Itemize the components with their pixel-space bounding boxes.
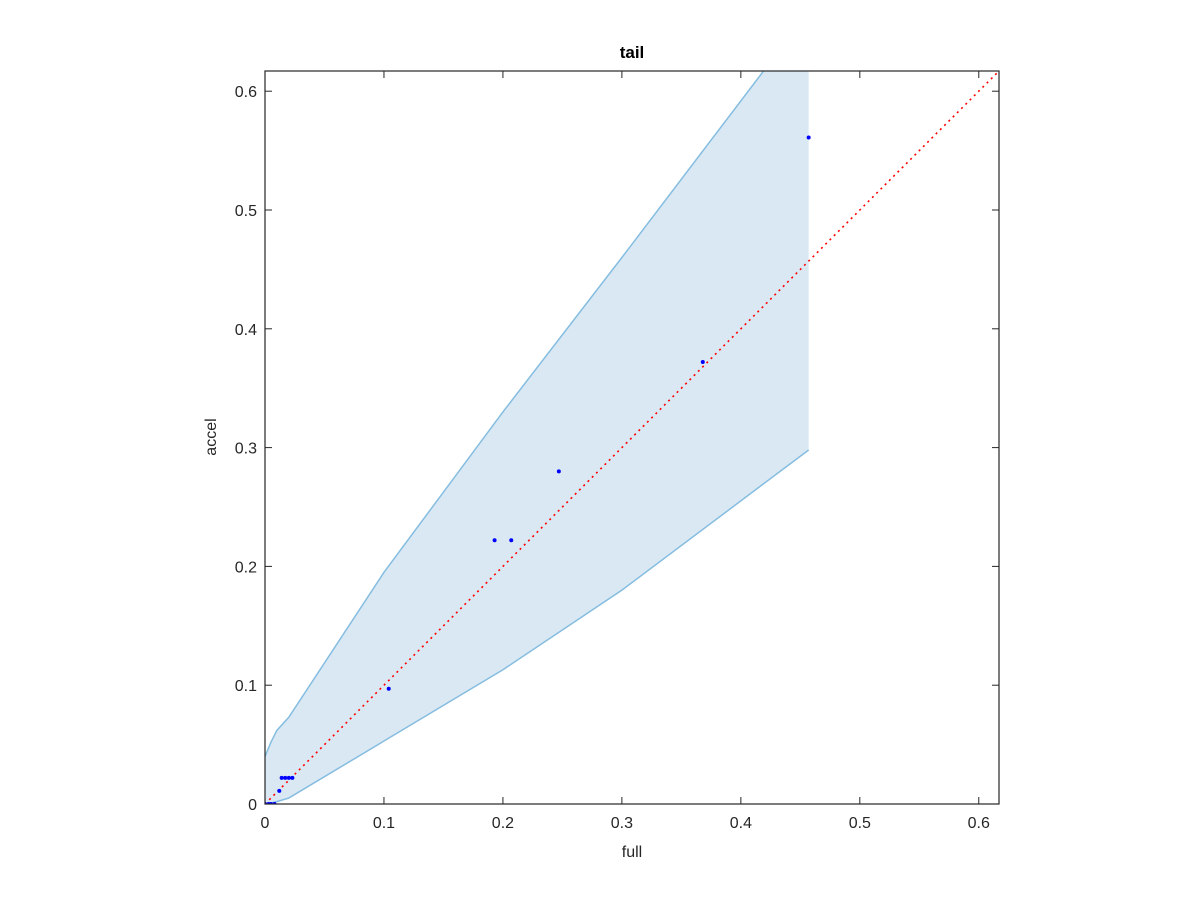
reference-line <box>265 71 999 804</box>
data-point <box>509 538 514 543</box>
y-tick-label: 0.4 <box>235 322 257 339</box>
x-tick-label: 0.1 <box>373 815 395 832</box>
data-point <box>556 469 561 474</box>
x-tick-label: 0.5 <box>849 815 871 832</box>
data-point <box>806 135 811 140</box>
x-tick-label: 0.4 <box>730 815 752 832</box>
y-tick-label: 0.6 <box>235 84 257 101</box>
y-tick-label: 0.3 <box>235 441 257 458</box>
chart-title: tail <box>620 43 645 62</box>
axes-box <box>264 70 1000 805</box>
data-point <box>290 775 295 780</box>
y-tick-label: 0 <box>248 797 257 814</box>
data-point <box>492 538 497 543</box>
confidence-band <box>265 71 809 804</box>
y-tick-label: 0.1 <box>235 678 257 695</box>
data-point <box>283 775 288 780</box>
y-tick-label: 0.2 <box>235 559 257 576</box>
x-tick-label: 0.6 <box>968 815 990 832</box>
y-axis-label: accel <box>203 418 220 455</box>
band-upper-edge <box>265 71 765 757</box>
data-point <box>386 686 391 691</box>
axes: 0 0.1 0.2 0.3 0.4 0.5 0.6 0 0.1 0.2 0.3 0.4 0.5 0.6 <box>235 70 1000 832</box>
x-tick-label: 0.3 <box>611 815 633 832</box>
plot-area <box>265 71 999 804</box>
data-point <box>286 775 291 780</box>
data-point <box>277 788 282 793</box>
data-point <box>700 360 705 365</box>
x-axis-label: full <box>622 844 642 861</box>
x-tick-label: 0.2 <box>492 815 514 832</box>
y-tick-label: 0.5 <box>235 203 257 220</box>
x-tick-label: 0 <box>261 815 270 832</box>
data-point <box>279 775 284 780</box>
